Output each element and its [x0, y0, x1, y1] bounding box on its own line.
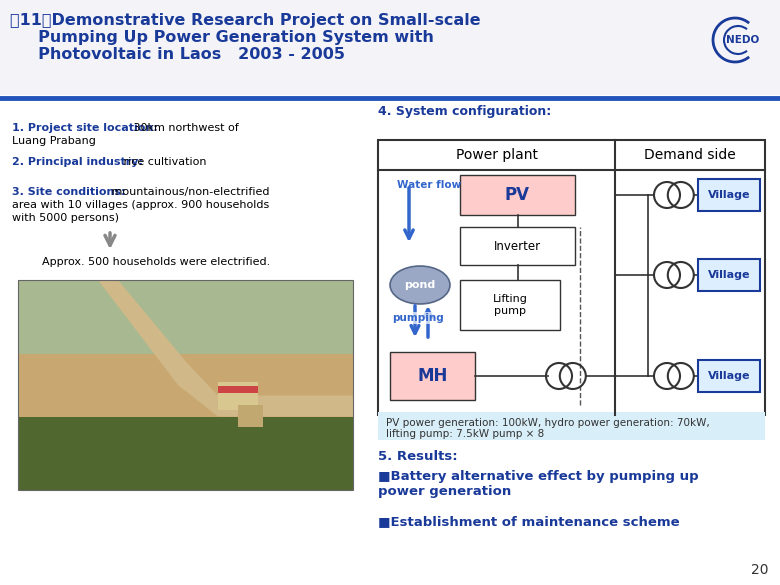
Text: Approx. 500 households were electrified.: Approx. 500 households were electrified. — [42, 257, 270, 267]
Text: power generation: power generation — [378, 485, 511, 498]
Text: lifting pump: 7.5kW pump × 8: lifting pump: 7.5kW pump × 8 — [386, 429, 544, 439]
Text: 5. Results:: 5. Results: — [378, 450, 458, 463]
Bar — [18, 417, 353, 490]
Text: ■Battery alternative effect by pumping up: ■Battery alternative effect by pumping u… — [378, 470, 699, 483]
Bar — [698, 259, 760, 291]
Text: pumping: pumping — [392, 313, 444, 323]
Text: Inverter: Inverter — [494, 239, 541, 253]
Bar — [18, 280, 353, 353]
Bar — [460, 175, 575, 215]
Text: Village: Village — [707, 190, 750, 200]
Text: pond: pond — [404, 280, 435, 290]
Text: Village: Village — [707, 371, 750, 381]
Bar — [218, 387, 258, 393]
Text: Village: Village — [707, 270, 750, 280]
Text: PV power generation: 100kW, hydro power generation: 70kW,: PV power generation: 100kW, hydro power … — [386, 418, 710, 428]
Text: MH: MH — [417, 367, 448, 385]
Text: ■Establishment of maintenance scheme: ■Establishment of maintenance scheme — [378, 515, 679, 528]
Text: 3. Site conditions:: 3. Site conditions: — [12, 187, 126, 197]
Text: with 5000 persons): with 5000 persons) — [12, 213, 119, 223]
Text: Power plant: Power plant — [456, 148, 537, 162]
Text: Pumping Up Power Generation System with: Pumping Up Power Generation System with — [10, 30, 434, 45]
Text: mountainous/non-electrified: mountainous/non-electrified — [108, 187, 270, 197]
Text: Luang Prabang: Luang Prabang — [12, 136, 96, 146]
Text: area with 10 villages (approx. 900 households: area with 10 villages (approx. 900 house… — [12, 200, 269, 210]
Bar — [698, 360, 760, 392]
Bar — [218, 382, 258, 410]
Text: PV: PV — [505, 186, 530, 204]
Text: 30km northwest of: 30km northwest of — [130, 123, 239, 133]
Text: 4. System configuration:: 4. System configuration: — [378, 105, 551, 118]
Bar — [390, 352, 475, 400]
Text: 1. Project site location:: 1. Project site location: — [12, 123, 158, 133]
Text: rice cultivation: rice cultivation — [120, 157, 207, 167]
Text: Water flow: Water flow — [397, 180, 461, 190]
Text: Lifting
pump: Lifting pump — [492, 294, 527, 316]
Text: Demand side: Demand side — [644, 148, 736, 162]
Text: 、11】Demonstrative Research Project on Small-scale: 、11】Demonstrative Research Project on Sm… — [10, 13, 480, 28]
Bar — [698, 179, 760, 211]
Bar — [460, 280, 560, 330]
Bar — [18, 280, 353, 490]
Bar — [238, 405, 263, 427]
Bar — [0, 0, 780, 95]
Bar — [18, 280, 353, 490]
Text: Photovoltaic in Laos   2003 - 2005: Photovoltaic in Laos 2003 - 2005 — [10, 47, 345, 62]
Bar — [378, 412, 765, 440]
Text: 2. Principal industry:: 2. Principal industry: — [12, 157, 143, 167]
Text: 20: 20 — [750, 563, 768, 577]
Text: NEDO: NEDO — [726, 35, 760, 45]
Bar — [378, 140, 765, 415]
Polygon shape — [98, 280, 353, 417]
Ellipse shape — [390, 266, 450, 304]
Bar — [18, 353, 353, 417]
Bar — [460, 227, 575, 265]
